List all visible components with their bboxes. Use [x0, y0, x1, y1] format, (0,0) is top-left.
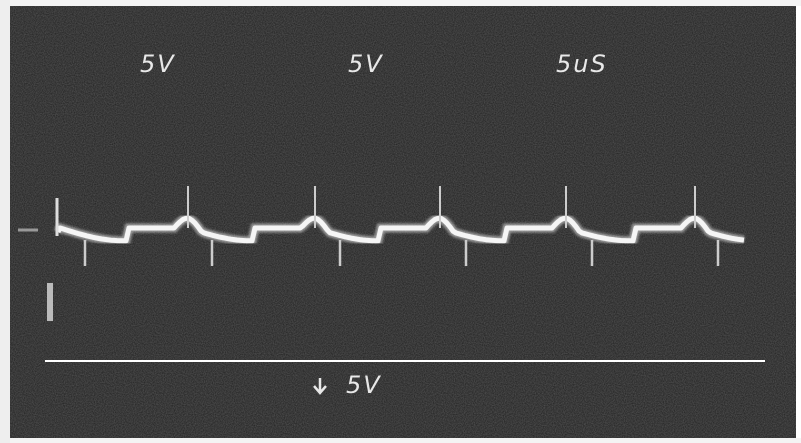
- channel-label: 5V: [348, 50, 384, 78]
- timebase-label: 5uS: [556, 50, 608, 78]
- border-bottom: [0, 438, 801, 443]
- screen-grain: [8, 4, 796, 440]
- trace-marker: [47, 283, 53, 321]
- border-top: [0, 0, 801, 6]
- oscilloscope-photo: 5V 5V 5uS 5V: [0, 0, 801, 443]
- reference-label: 5V: [346, 371, 382, 399]
- channel-label: 5V: [140, 50, 176, 78]
- border-left: [0, 0, 10, 443]
- page: {"labels": {"top_left": "5V", "top_middl…: [0, 0, 801, 443]
